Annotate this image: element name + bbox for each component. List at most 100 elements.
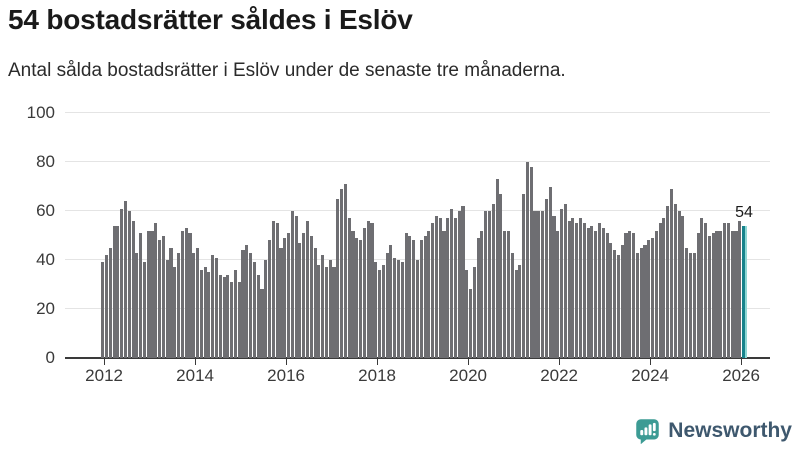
bar [605, 233, 609, 358]
bar [453, 218, 457, 358]
bar [245, 245, 249, 358]
bar [609, 242, 613, 358]
bar [218, 274, 222, 358]
bar [730, 230, 734, 358]
bar [279, 247, 283, 358]
bar [362, 228, 366, 358]
bar [647, 240, 651, 358]
x-axis-tick [286, 359, 288, 365]
bar [317, 264, 321, 358]
x-axis-tick [195, 359, 197, 365]
plot-area [65, 112, 770, 359]
bar [222, 277, 226, 358]
bar [487, 211, 492, 358]
bar [476, 237, 480, 358]
bar [305, 220, 310, 358]
x-axis-tick [377, 359, 379, 365]
bar [556, 230, 560, 358]
bar [654, 230, 658, 358]
bar [374, 262, 378, 358]
bar [135, 252, 139, 358]
bar [594, 230, 598, 358]
bar [158, 240, 162, 358]
bar [396, 260, 401, 358]
y-gridline [65, 210, 770, 211]
bar [195, 247, 200, 358]
y-gridline [65, 112, 770, 113]
x-axis-tick [741, 359, 743, 365]
bar [590, 225, 594, 358]
bar [438, 218, 442, 358]
bar [446, 218, 450, 358]
bar [673, 203, 677, 358]
bar [525, 162, 529, 358]
x-axis-tick [650, 359, 652, 365]
bar [120, 208, 124, 358]
bar [207, 272, 211, 358]
highlight-bar [742, 225, 746, 358]
bar [533, 211, 537, 358]
bar [552, 215, 556, 358]
value-annotation: 54 [735, 203, 753, 221]
newsworthy-bubble-chart-icon [636, 419, 660, 444]
bar [343, 184, 347, 358]
bar [131, 220, 135, 358]
x-axis-line [65, 357, 770, 359]
bar [112, 225, 116, 358]
bar [560, 208, 564, 358]
bar [116, 225, 120, 358]
bar [230, 282, 234, 358]
bar [465, 269, 469, 358]
bar [214, 257, 219, 358]
bar [237, 282, 241, 358]
bar [431, 223, 435, 358]
bar [249, 252, 253, 358]
bar [472, 267, 476, 358]
bar [199, 269, 203, 358]
bar [563, 203, 567, 358]
bar [286, 233, 291, 358]
bar [700, 218, 704, 358]
bar [393, 257, 397, 358]
bar [601, 228, 605, 358]
bar [719, 230, 723, 358]
bar [404, 233, 408, 358]
bar [628, 230, 632, 358]
bar [669, 188, 674, 358]
bar [260, 289, 264, 358]
bar [298, 242, 302, 358]
bar [696, 233, 700, 358]
bar [575, 223, 579, 358]
bar [423, 235, 427, 358]
bar [165, 260, 169, 358]
bar [597, 223, 602, 358]
bar [173, 267, 177, 358]
bar [685, 247, 689, 358]
bar [104, 255, 109, 358]
bar [328, 260, 332, 358]
x-axis-label: 2026 [722, 366, 761, 385]
bar [408, 235, 412, 358]
bar [192, 252, 196, 358]
bar [723, 223, 727, 358]
x-axis-label: 2016 [267, 366, 305, 385]
bar [578, 218, 583, 358]
bar [412, 240, 416, 358]
bar [688, 252, 693, 358]
bar [586, 228, 590, 358]
y-gridline [65, 259, 770, 260]
bar [510, 252, 514, 358]
bar [294, 215, 298, 358]
x-axis-tick [468, 359, 470, 365]
bar [639, 247, 643, 358]
bar [522, 193, 526, 358]
bar [347, 218, 351, 358]
bar [268, 240, 272, 358]
bar [385, 252, 389, 358]
bar [366, 220, 370, 358]
bar [169, 247, 173, 358]
bar [681, 215, 685, 358]
bar [419, 240, 423, 358]
bar [355, 237, 359, 358]
